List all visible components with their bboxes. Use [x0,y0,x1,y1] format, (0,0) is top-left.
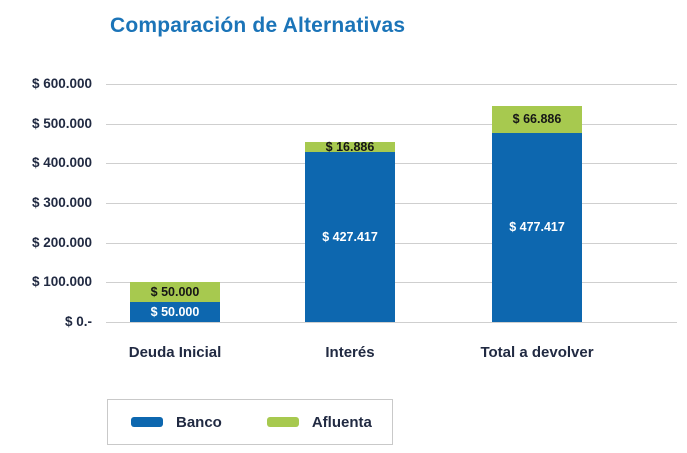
y-axis-tick-label: $ 200.000 [31,234,92,250]
legend: Banco Afluenta [107,399,393,445]
gridline [106,123,677,125]
bar-value-label-afluenta: $ 16.886 [325,140,375,155]
bar-segment-banco: $ 427.417 [305,152,395,322]
y-axis-tick-label: $ 600.000 [31,76,92,91]
y-axis-tick-label: $ 400.000 [31,155,92,171]
bar-value-label-banco: $ 50.000 [150,305,200,320]
legend-label-afluenta: Afluenta [311,413,372,431]
bar-segment-afluenta: $ 66.886 [492,106,582,133]
category-label: Deuda Inicial [128,344,222,361]
bar-segment-afluenta: $ 16.886 [305,140,395,155]
bar-segment-banco: $ 477.417 [492,132,582,322]
legend-item-banco: Banco [131,414,222,431]
category-label: Total a devolver [480,344,594,361]
gridline [106,84,677,85]
bar-value-label-banco: $ 427.417 [322,230,378,245]
legend-label-banco: Banco [176,413,222,431]
bar-value-label-afluenta: $ 50.000 [150,285,200,300]
afluenta-swatch-icon [266,417,299,427]
bar-segment-banco: $ 50.000 [130,302,220,322]
gridline [106,322,677,323]
chart-title: Comparación de Alternativas [110,14,406,37]
category-label: Interés [325,344,375,361]
legend-item-afluenta: Afluenta [266,413,372,431]
bar-value-label-banco: $ 477.417 [509,220,565,235]
y-axis-tick-label: $ 100.000 [31,274,92,290]
banco-swatch-icon [131,417,163,427]
bar-segment-afluenta: $ 50.000 [130,282,220,303]
y-axis-tick-label: $ 0.- [64,314,92,329]
y-axis-tick-label: $ 500.000 [31,115,92,131]
y-axis-tick-label: $ 300.000 [31,195,92,210]
bar-value-label-afluenta: $ 66.886 [512,112,562,127]
